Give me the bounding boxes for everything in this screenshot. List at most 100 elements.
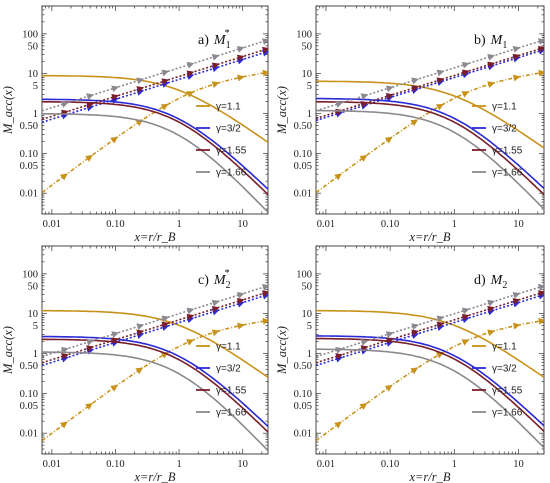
arrow-marker (334, 421, 342, 429)
panel-title: b) M1 (474, 33, 507, 51)
panel-letter: c) (198, 273, 209, 288)
legend-label: γ=1.1 (492, 102, 517, 113)
arrow-marker (261, 284, 268, 291)
dotted-curve-0 (316, 319, 544, 442)
arrow-marker (186, 91, 194, 98)
y-tick-label: 0.05 (20, 161, 38, 172)
solid-curve-1 (316, 335, 544, 427)
x-tick-label: 0.10 (381, 459, 399, 470)
arrow-marker (512, 46, 521, 53)
x-tick-label: 0.01 (43, 459, 61, 470)
arrow-marker (161, 315, 170, 323)
legend-label: γ=1.1 (216, 102, 241, 113)
solid-curve-1 (42, 98, 268, 190)
panel-b: 0.01 0.10 1 100.010.050.100.50151050100x=r/… (275, 5, 545, 244)
arrow-marker (411, 85, 419, 92)
curves (316, 284, 544, 449)
arrow-marker (537, 290, 544, 297)
arrow-marker (487, 61, 495, 69)
arrow-marker (359, 402, 368, 410)
dotted-curve-2 (42, 291, 268, 364)
arrow-marker (461, 307, 470, 315)
arrow-marker (385, 337, 394, 345)
y-tick-label: 100 (22, 29, 38, 40)
legend-label: γ=1.55 (492, 386, 523, 397)
dotted-curve-1 (42, 50, 268, 124)
legend-label: γ=3/2 (492, 364, 517, 375)
y-tick-label: 0.01 (20, 429, 38, 440)
solid-curve-1 (42, 335, 268, 427)
arrow-marker (211, 53, 220, 61)
arrow-marker (186, 339, 194, 346)
arrow-marker (461, 91, 470, 98)
legend-label: γ=1.1 (216, 342, 241, 353)
panel-model: M (213, 33, 227, 48)
panel-model: M (213, 273, 227, 288)
arrow-marker (512, 291, 521, 299)
y-tick-label: 10 (28, 309, 39, 320)
arrow-marker (111, 85, 119, 93)
x-tick-label: 0.01 (43, 219, 61, 230)
arrow-marker (435, 103, 444, 111)
curves (42, 284, 268, 452)
arrow-marker (161, 321, 170, 329)
x-tick-label: 0.01 (317, 459, 335, 470)
legend-label: γ=1.66 (216, 408, 247, 419)
arrow-marker (261, 46, 268, 54)
arrow-marker (236, 54, 245, 62)
x-tick-label: 10 (513, 219, 524, 230)
solid-curve-0 (316, 309, 544, 379)
solid-curve-0 (316, 80, 544, 149)
arrow-marker (186, 61, 195, 69)
arrow-marker (461, 69, 470, 77)
arrow-marker (211, 329, 220, 337)
arrow-marker (360, 339, 369, 346)
curves (42, 38, 268, 213)
y-tick-label: 0.05 (294, 401, 312, 412)
panel-c: 0.01 0.10 1 100.010.050.100.50151050100x=r/… (1, 245, 269, 483)
x-tick-label: 1 (176, 459, 181, 470)
arrow-marker (411, 329, 419, 337)
arrow-marker (236, 298, 245, 305)
plot-frame (41, 245, 269, 455)
arrow-marker (411, 323, 419, 331)
panel-letter: d) (474, 273, 486, 288)
arrow-marker (61, 346, 69, 354)
x-tick-label: 1 (176, 219, 181, 230)
arrow-marker (262, 69, 268, 77)
y-tick-label: 5 (33, 81, 38, 92)
x-axis-label: x=r/r_B (133, 230, 175, 244)
legend-label: γ=1.66 (216, 168, 247, 179)
panel-model: M (490, 33, 504, 48)
panel-model-superscript: * (225, 28, 230, 39)
panel-model-subscript: 2 (502, 280, 507, 291)
panel-title: d) M2 (474, 273, 507, 291)
legend-label: γ=1.55 (216, 386, 247, 397)
x-tick-label: 10 (237, 459, 248, 470)
dotted-curve-0 (42, 319, 268, 442)
y-tick-label: 0.50 (20, 121, 38, 132)
x-tick-label: 0.01 (317, 219, 335, 230)
arrow-marker (538, 69, 544, 77)
arrow-marker (436, 69, 445, 77)
arrow-marker (136, 86, 145, 93)
arrow-marker (60, 421, 68, 429)
panel-title: a) M1* (198, 28, 231, 51)
arrow-marker (111, 337, 119, 345)
arrow-marker (411, 77, 419, 85)
y-tick-label: 5 (307, 321, 312, 332)
arrow-marker (334, 173, 342, 181)
arrow-marker (160, 103, 169, 111)
arrow-marker (487, 299, 495, 307)
arrow-marker (487, 329, 495, 337)
arrow-marker (211, 62, 220, 70)
legend-label: γ=1.66 (492, 408, 523, 419)
solid-curve-2 (316, 100, 544, 196)
y-tick-label: 1 (307, 349, 312, 360)
solid-curve-0 (42, 309, 268, 379)
arrow-marker (487, 53, 495, 61)
panel-title: c) M2* (198, 268, 231, 291)
arrow-marker (335, 101, 343, 108)
y-tick-label: 5 (307, 81, 312, 92)
